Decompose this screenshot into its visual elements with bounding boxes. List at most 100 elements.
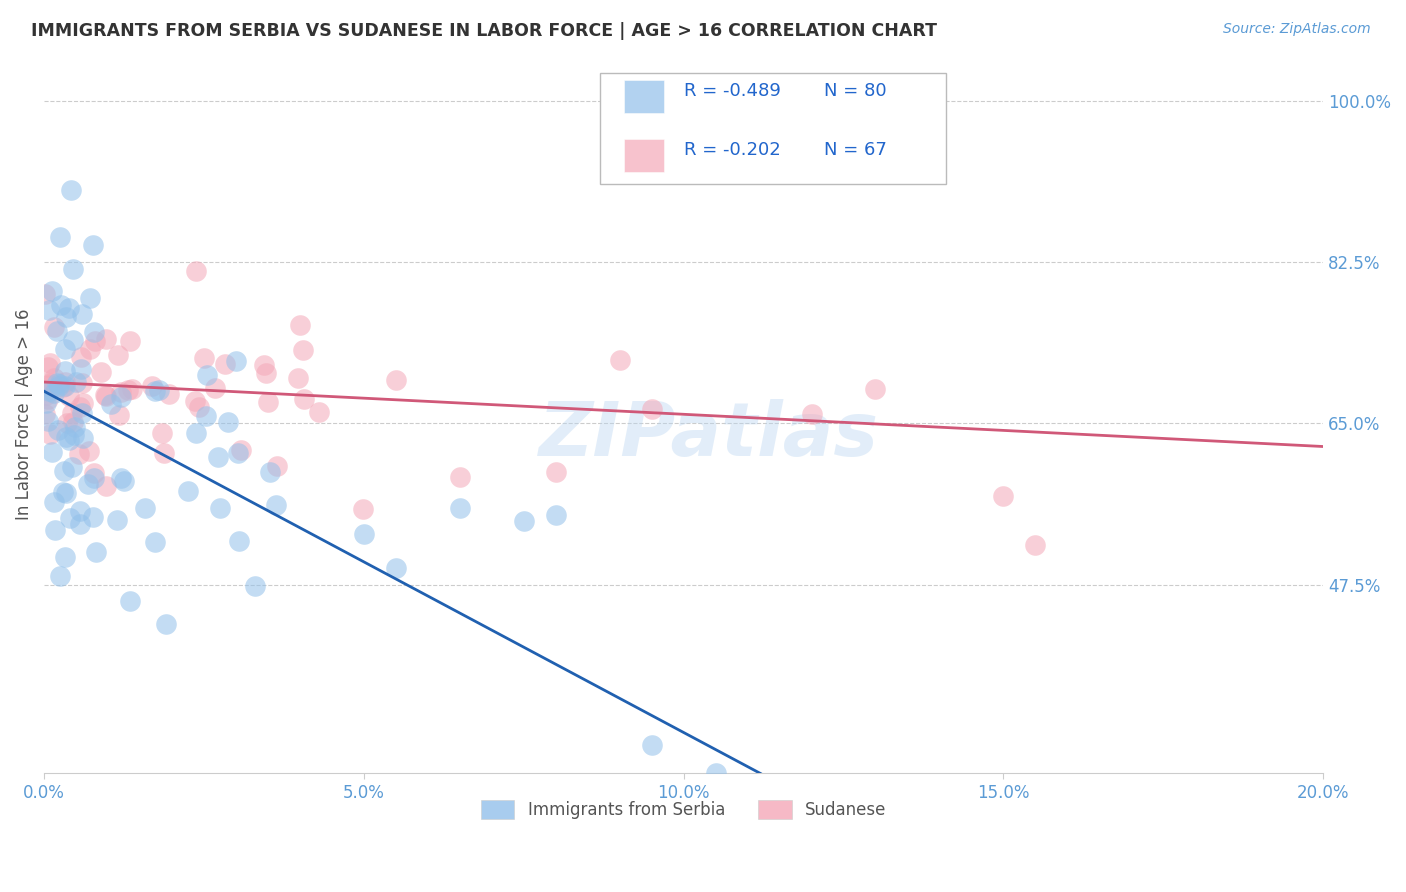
Point [385,561,408,575]
Point [59,511,82,525]
Point [96,479,118,493]
Point [82,509,104,524]
Point [225,353,247,368]
Point [100,397,122,411]
Point [544,465,567,479]
Point [217,415,239,429]
Point [82,237,104,252]
Point [84,545,107,559]
Point [58,434,80,448]
Point [177,483,200,498]
Point [62,333,84,347]
Point [41,285,63,299]
Point [60,407,83,421]
Point [134,500,156,515]
Legend: Immigrants from Serbia, Sudanese: Immigrants from Serbia, Sudanese [474,794,893,826]
Point [44,523,66,537]
Point [110,384,132,399]
Point [83,471,105,485]
Point [48,377,70,392]
Point [60,460,83,475]
Point [34,407,56,421]
Point [1024,539,1046,553]
Point [107,348,129,362]
Point [58,301,80,316]
Point [63,428,86,442]
Point [83,325,105,339]
Point [52,485,75,500]
Point [72,431,94,445]
Point [83,466,105,480]
Text: R = -0.489: R = -0.489 [683,82,780,100]
Point [209,500,232,515]
Point [44,371,66,385]
Point [544,508,567,522]
Text: IMMIGRANTS FROM SERBIA VS SUDANESE IN LABOR FORCE | AGE > 16 CORRELATION CHART: IMMIGRANTS FROM SERBIA VS SUDANESE IN LA… [31,22,936,40]
Point [79,343,101,357]
Point [112,474,135,488]
Point [69,400,91,414]
Point [58,389,80,403]
Point [55,376,77,390]
Point [266,458,288,473]
Point [207,450,229,465]
Point [640,738,662,752]
Point [53,549,76,564]
Point [72,307,94,321]
Point [704,766,727,780]
Point [110,471,132,485]
Point [96,389,118,403]
Point [228,533,250,548]
Point [37,359,59,374]
Point [148,383,170,397]
Point [513,514,536,528]
Point [287,371,309,385]
Point [46,324,69,338]
FancyBboxPatch shape [623,80,665,112]
Point [291,343,314,358]
Point [110,390,132,404]
Point [449,501,471,516]
Point [90,365,112,379]
Point [193,351,215,365]
Point [55,343,77,357]
Point [150,425,173,440]
Point [39,376,62,390]
Text: N = 80: N = 80 [824,82,887,100]
Point [51,380,73,394]
Point [352,502,374,516]
Point [155,617,177,632]
Point [94,332,117,346]
Point [53,379,76,393]
Point [226,446,249,460]
Point [184,426,207,441]
Point [153,446,176,460]
Point [865,382,887,396]
Point [55,429,77,443]
Point [34,287,56,301]
Point [48,378,70,392]
Point [214,357,236,371]
Point [63,420,86,434]
Point [117,383,139,397]
Point [84,334,107,349]
Point [55,485,77,500]
Point [254,367,277,381]
Point [65,375,87,389]
Point [640,401,662,416]
FancyBboxPatch shape [600,73,946,185]
Point [39,427,62,442]
Point [231,442,253,457]
Point [46,376,69,391]
Point [72,395,94,409]
Point [105,513,128,527]
Point [79,444,101,458]
Point [118,594,141,608]
Text: Source: ZipAtlas.com: Source: ZipAtlas.com [1223,22,1371,37]
Point [204,381,226,395]
Point [70,406,93,420]
Point [42,385,65,400]
Point [195,409,218,423]
Point [800,407,823,421]
Point [69,504,91,518]
